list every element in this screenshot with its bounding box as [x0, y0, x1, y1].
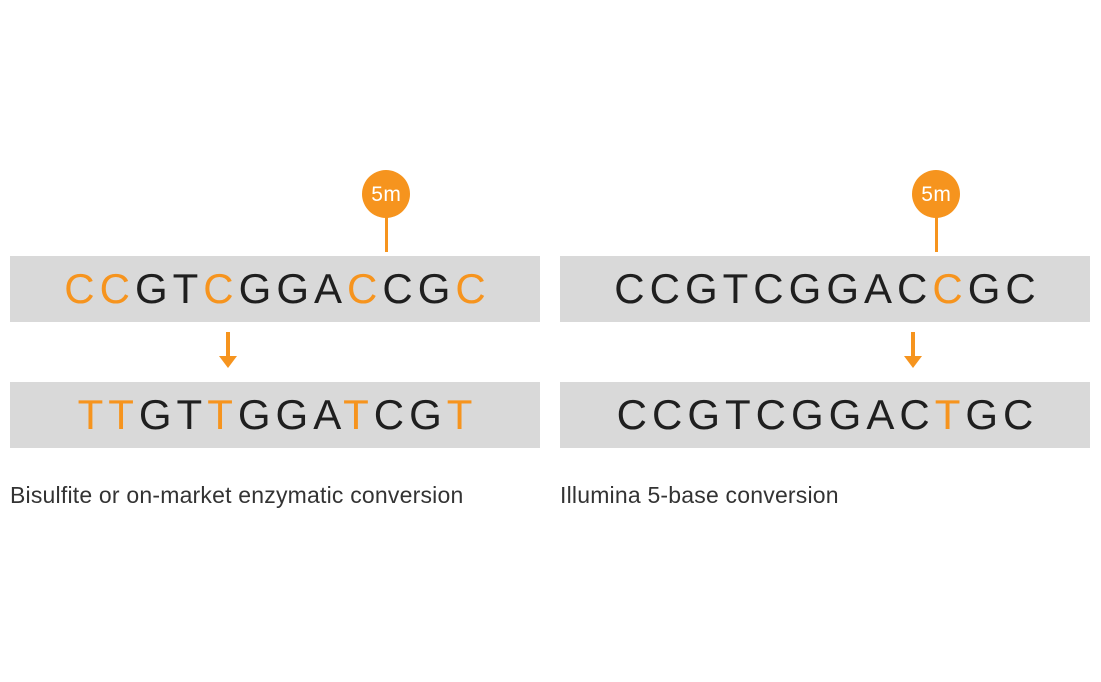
sequence-base: G [967, 265, 1006, 312]
sequence-base: C [99, 265, 135, 312]
sequence-base: C [651, 391, 688, 438]
methylation-marker-label: 5m [921, 182, 952, 206]
sequence-base: T [77, 391, 109, 438]
methylation-marker: 5m [362, 170, 411, 218]
sequence-base: C [932, 265, 968, 312]
down-arrow-icon [903, 332, 922, 368]
sequence-base: C [373, 391, 410, 438]
converted-sequence-bar: TTGTTGGATCGT [10, 382, 540, 448]
sequence-base: C [64, 265, 100, 312]
sequence-base: G [138, 391, 177, 438]
sequence-base: A [866, 391, 900, 438]
illumina-conversion-panel: 5m CCGTCGGACCGC CCGTCGGACTGC Illumina 5-… [560, 0, 1090, 682]
marker-stem [384, 216, 388, 252]
sequence-base: A [863, 265, 897, 312]
sequence-base: C [347, 265, 383, 312]
sequence-base: C [897, 265, 933, 312]
sequence-base: G [687, 391, 725, 438]
sequence-base: T [446, 391, 478, 438]
sequence-base: T [172, 265, 204, 312]
sequence-base: T [722, 265, 754, 312]
sequence-base: G [134, 265, 173, 312]
sequence-base: C [616, 391, 652, 438]
arrow-head [903, 356, 922, 368]
sequence-base: G [790, 391, 829, 438]
sequence-base: A [313, 391, 344, 438]
down-arrow-icon [218, 332, 237, 368]
sequence-base: G [828, 391, 867, 438]
sequence-base: C [899, 391, 935, 438]
converted-sequence: CCGTCGGACTGC [612, 394, 1039, 436]
arrow-head [218, 356, 237, 368]
arrow-shaft [910, 332, 915, 357]
sequence-base: G [788, 265, 827, 312]
converted-sequence-bar: CCGTCGGACTGC [560, 382, 1090, 448]
sequence-base: G [826, 265, 864, 312]
sequence-base: G [684, 265, 723, 312]
sequence-base: T [724, 391, 756, 438]
sequence-base: C [614, 265, 650, 312]
sequence-base: G [965, 391, 1004, 438]
methylation-marker: 5m [912, 170, 961, 218]
sequence-base: T [108, 391, 139, 438]
original-sequence-bar: CCGTCGGACCGC [560, 256, 1090, 322]
panel-caption: Bisulfite or on-market enzymatic convers… [10, 482, 464, 508]
sequence-base: G [238, 265, 277, 312]
sequence-base: T [343, 391, 374, 438]
bisulfite-conversion-panel: 5m CCGTCGGACCGC TTGTTGGATCGT Bisulfite o… [10, 0, 540, 682]
sequence-base: C [382, 265, 418, 312]
arrow-shaft [225, 332, 230, 357]
sequence-base: G [237, 391, 276, 438]
sequence-base: C [455, 265, 491, 312]
sequence-base: C [203, 265, 239, 312]
panel-caption: Illumina 5-base conversion [560, 482, 839, 508]
sequence-base: T [207, 391, 238, 438]
sequence-base: C [755, 391, 791, 438]
sequence-base: C [649, 265, 685, 312]
sequence-base: C [753, 265, 789, 312]
sequence-base: T [176, 391, 208, 438]
sequence-base: G [417, 265, 456, 312]
original-sequence-bar: CCGTCGGACCGC [10, 256, 540, 322]
converted-sequence: TTGTTGGATCGT [73, 394, 478, 436]
sequence-base: C [1003, 391, 1039, 438]
sequence-base: A [313, 265, 347, 312]
sequence-base: C [1005, 265, 1041, 312]
sequence-base: T [934, 391, 966, 438]
sequence-base: G [409, 391, 447, 438]
methylation-marker-label: 5m [371, 182, 402, 206]
marker-stem [934, 216, 938, 252]
sequence-base: G [276, 265, 314, 312]
sequence-base: G [275, 391, 314, 438]
original-sequence: CCGTCGGACCGC [59, 268, 490, 310]
original-sequence: CCGTCGGACCGC [609, 268, 1040, 310]
